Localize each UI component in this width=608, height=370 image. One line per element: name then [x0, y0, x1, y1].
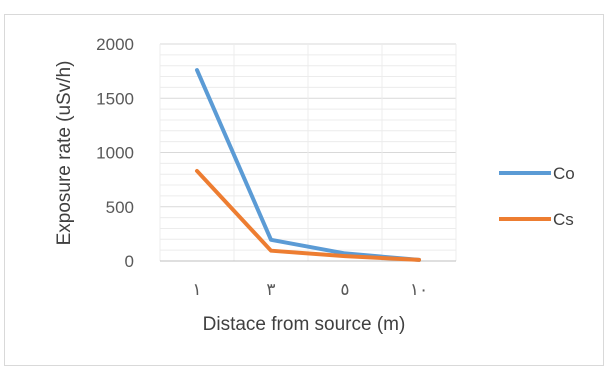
y-tick-label: 0	[125, 252, 134, 271]
y-tick-label: 1000	[96, 144, 134, 163]
legend-label-co: Co	[553, 164, 575, 183]
x-tick-labels: ١ ٣ ٥ ١٠	[192, 280, 428, 299]
y-tick-labels: 0 500 1000 1500 2000	[96, 35, 134, 271]
y-tick-label: 1500	[96, 89, 134, 108]
x-tick-label: ١٠	[410, 280, 428, 299]
series-line-cs	[195, 168, 421, 262]
y-axis-title: Exposure rate (uSv/h)	[54, 61, 75, 246]
y-tick-label: 2000	[96, 35, 134, 54]
x-tick-label: ١	[192, 280, 201, 299]
x-axis-title: Distace from source (m)	[203, 314, 406, 335]
gridlines	[159, 43, 457, 262]
y-tick-label: 500	[106, 198, 134, 217]
x-tick-label: ٥	[340, 280, 349, 299]
legend: Co Cs	[499, 164, 575, 229]
series-lines	[195, 68, 421, 262]
legend-label-cs: Cs	[553, 210, 574, 229]
chart-frame	[4, 14, 604, 366]
x-tick-label: ٣	[266, 280, 275, 299]
